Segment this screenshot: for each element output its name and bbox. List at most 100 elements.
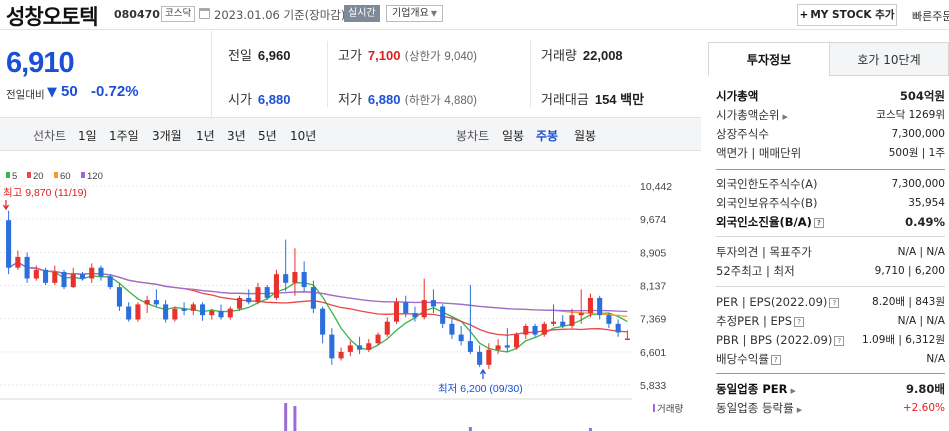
candle-66 bbox=[615, 319, 621, 337]
candle-body-52 bbox=[486, 349, 492, 365]
quote-grid: 전일 6,960 고가 7,100 (상한가 9,040) 거래량 22,008 시가 6… bbox=[212, 31, 701, 117]
info-row: 외국인한도주식수(A) 7,300,000 bbox=[716, 175, 945, 194]
tab-1w[interactable]: 1주일 bbox=[109, 129, 139, 143]
candle-body-38 bbox=[357, 345, 363, 350]
info-row-label: 시가총액 bbox=[716, 89, 759, 103]
info-row-value: +2.60% bbox=[902, 402, 945, 414]
candle-48 bbox=[449, 317, 455, 339]
help-icon[interactable]: ? bbox=[813, 217, 824, 228]
candle-35 bbox=[329, 328, 335, 365]
tab-3m[interactable]: 3개월 bbox=[152, 129, 182, 143]
candle-28 bbox=[264, 284, 270, 301]
chart-grid bbox=[0, 185, 632, 400]
help-icon[interactable]: ? bbox=[829, 297, 840, 308]
legend-swatch-1 bbox=[27, 172, 31, 178]
tab-5y[interactable]: 5년 bbox=[258, 129, 277, 143]
info-row: 투자의견 | 목표주가 N/A | N/A bbox=[716, 243, 945, 262]
candle-body-51 bbox=[477, 351, 483, 365]
divider bbox=[530, 41, 531, 107]
expand-caret-icon[interactable]: ▶ bbox=[782, 113, 788, 121]
tab-investment-info[interactable]: 투자정보 bbox=[708, 42, 830, 76]
candle-32 bbox=[301, 261, 307, 292]
legend-swatch-0 bbox=[6, 172, 10, 178]
candle-24 bbox=[227, 306, 233, 320]
candle-body-42 bbox=[393, 302, 400, 322]
candle-57 bbox=[532, 323, 538, 337]
info-row-value: 8.20배 | 843원 bbox=[872, 296, 945, 308]
candle-body-59 bbox=[550, 321, 557, 324]
candle-55 bbox=[514, 332, 520, 350]
candle-22 bbox=[209, 308, 215, 320]
candle-body-43 bbox=[403, 302, 409, 314]
candle-50 bbox=[467, 284, 473, 355]
candle-body-36 bbox=[338, 351, 344, 359]
info-row-label: 추정PER | EPS? bbox=[716, 312, 805, 331]
candle-42 bbox=[393, 297, 400, 324]
add-mystock-button[interactable]: + MY STOCK 추가 bbox=[797, 4, 897, 26]
legend-swatch-3 bbox=[81, 172, 85, 178]
tab-1y[interactable]: 1년 bbox=[196, 129, 215, 143]
help-icon[interactable]: ? bbox=[834, 335, 845, 346]
candle-body-0 bbox=[6, 220, 12, 268]
price-chart[interactable]: 5 20 60 120 10,442 9,674 8,905 8,137 7,369 6,601… bbox=[0, 152, 701, 431]
expand-caret-icon[interactable]: ▶ bbox=[790, 387, 796, 395]
tab-daily[interactable]: 일봉 bbox=[502, 129, 525, 143]
info-row[interactable]: 시가총액순위 ▶ 코스닥 1269위 bbox=[716, 106, 945, 125]
candle-64 bbox=[597, 295, 603, 320]
expand-caret-icon[interactable]: ▶ bbox=[796, 406, 803, 414]
candle-44 bbox=[412, 306, 418, 322]
candle-12 bbox=[116, 282, 122, 311]
open-value: 6,880 bbox=[257, 92, 291, 107]
candle-11 bbox=[107, 274, 113, 290]
candle-body-35 bbox=[329, 334, 335, 359]
candle-51 bbox=[477, 345, 483, 367]
change-value: 50 bbox=[61, 83, 78, 100]
info-row[interactable]: 동일업종 등락률 ▶ +2.60% bbox=[716, 399, 945, 418]
candle-body-64 bbox=[597, 297, 603, 316]
candle-body-11 bbox=[107, 276, 113, 288]
info-row: 외국인소진율(B/A)? 0.49% bbox=[716, 213, 945, 232]
candle-36 bbox=[338, 347, 344, 361]
info-row-value: 7,300,000 bbox=[891, 128, 945, 140]
stock-code: 080470 bbox=[114, 8, 160, 21]
tab-order-book[interactable]: 호가 10단계 bbox=[829, 42, 949, 76]
info-row-label: 52주최고 | 최저 bbox=[716, 264, 795, 278]
info-row: 액면가 | 매매단위 500원 | 1주 bbox=[716, 144, 945, 163]
candle-body-62 bbox=[578, 313, 584, 316]
candle-10 bbox=[98, 265, 104, 281]
candle-body-3 bbox=[33, 269, 39, 279]
info-row-value: 코스닥 1269위 bbox=[876, 109, 945, 121]
tab-10y[interactable]: 10년 bbox=[290, 129, 317, 143]
candle-15 bbox=[144, 295, 150, 314]
candle-0 bbox=[6, 210, 12, 275]
candle-67 bbox=[624, 330, 630, 340]
tab-1d[interactable]: 1일 bbox=[78, 129, 97, 143]
candle-body-26 bbox=[246, 297, 252, 303]
candle-8 bbox=[79, 272, 86, 281]
info-row: PER | EPS(2022.09)? 8.20배 | 843원 bbox=[716, 293, 945, 312]
candle-body-13 bbox=[126, 306, 132, 320]
candle-body-25 bbox=[236, 297, 243, 309]
candle-5 bbox=[52, 265, 58, 285]
help-icon[interactable]: ? bbox=[794, 316, 805, 327]
help-icon[interactable]: ? bbox=[770, 354, 781, 365]
tab-weekly[interactable]: 주봉 bbox=[536, 129, 559, 143]
candle-body-5 bbox=[52, 272, 58, 283]
quick-order-link[interactable]: 빠른주문 bbox=[912, 10, 949, 23]
tab-monthly[interactable]: 월봉 bbox=[574, 129, 597, 143]
candlestick-chart: 5 20 60 120 10,442 9,674 8,905 8,137 7,369 6,601… bbox=[0, 171, 683, 431]
open-price: 시가 6,880 bbox=[228, 89, 290, 108]
stock-name: 성창오토텍 bbox=[6, 5, 99, 29]
info-row: 외국인보유주식수(B) 35,954 bbox=[716, 194, 945, 213]
corp-overview-label: 기업개요 bbox=[392, 8, 429, 19]
candle-body-58 bbox=[541, 323, 547, 335]
tab-3y[interactable]: 3년 bbox=[227, 129, 246, 143]
plus-icon: + bbox=[799, 9, 809, 21]
info-row: 상장주식수 7,300,000 bbox=[716, 125, 945, 144]
investment-info-panel: 투자정보 호가 10단계 시가총액 504억원 시가총액순위 ▶ 코스닥 1269위 상장… bbox=[708, 42, 949, 431]
volume-value: 22,008 bbox=[582, 48, 623, 63]
realtime-button[interactable]: 실시간 bbox=[344, 5, 380, 22]
candle-52 bbox=[486, 343, 492, 370]
info-row[interactable]: 동일업종 PER ▶ 9.80배 bbox=[716, 380, 945, 399]
corp-overview-button[interactable]: 기업개요 ▼ bbox=[386, 5, 443, 22]
